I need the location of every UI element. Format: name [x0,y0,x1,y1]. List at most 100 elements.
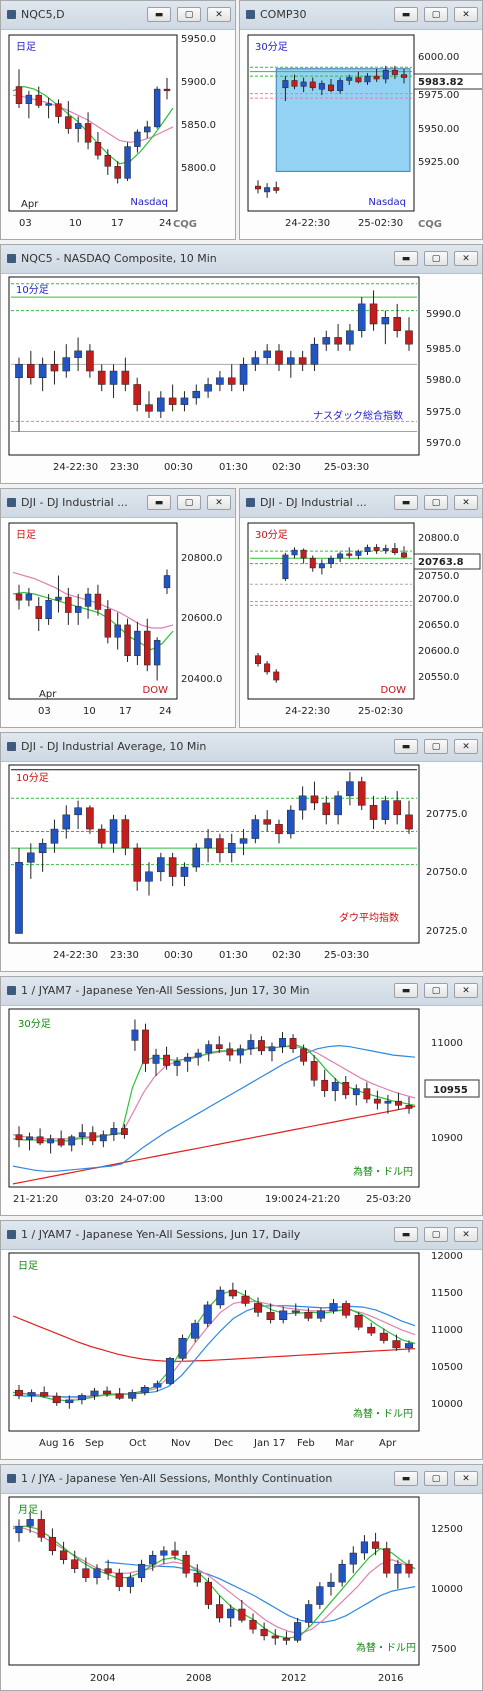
candle-body [300,81,307,87]
close-button[interactable]: ✕ [454,1471,478,1486]
maximize-button[interactable]: ▢ [177,495,201,510]
maximize-button[interactable]: ▢ [424,7,448,22]
maximize-button[interactable]: ▢ [424,495,448,510]
chart-comp-30[interactable]: 30分足 Nasdaq 5983.82 6000.00 5975.00 5950… [240,29,483,239]
chart-jy-monthly[interactable]: 月足 為替・ドル円 12500 10000 7500 2004 2008 201… [1,1493,483,1691]
x-tick-label: 19:00 [265,1194,294,1205]
candle-body [38,364,47,379]
y-tick-label: 5980.0 [426,375,461,386]
candle-body [74,807,82,816]
candle-body [15,1525,23,1534]
candle-body [391,548,398,554]
last-price: 10955 [433,1085,468,1096]
minimize-button[interactable]: ▬ [394,1227,418,1242]
window-titlebar[interactable]: DJI - DJ Industrial Average, 10 Min ▬ ▢ … [1,733,482,762]
chart-window-icon [7,742,16,751]
candle-body [228,1289,237,1297]
chart-nq-daily[interactable]: 日足 Nasdaq Apr 5950.0 5900.0 5850.0 5800.… [1,29,236,239]
window-titlebar[interactable]: 1 / JYAM7 - Japanese Yen-All Sessions, J… [1,1221,482,1250]
close-button[interactable]: ✕ [454,7,478,22]
close-button[interactable]: ✕ [454,739,478,754]
candle-body [282,1637,291,1641]
y-tick-label: 20550.0 [418,672,459,683]
maximize-button[interactable]: ▢ [424,983,448,998]
close-button[interactable]: ✕ [207,495,231,510]
minimize-button[interactable]: ▬ [394,739,418,754]
chart-jy-30[interactable]: 30分足 為替・ドル円 10955 11000 10900 21-21:20 0… [1,1005,483,1215]
y-tick-label: 5970.0 [426,438,461,449]
maximize-button[interactable]: ▢ [424,251,448,266]
candle-body [216,838,224,854]
minimize-button[interactable]: ▬ [394,1471,418,1486]
x-tick-label: 2004 [90,1673,115,1684]
candle-body [255,185,261,190]
y-tick-label: 5800.0 [181,163,216,174]
window-titlebar[interactable]: NQC5 - NASDAQ Composite, 10 Min ▬ ▢ ✕ [1,245,482,274]
chart-nqc5-10[interactable]: 10分足 ナスダック総合指数 5990.0 5985.0 5980.0 5975… [1,273,483,483]
minimize-button[interactable]: ▬ [147,7,171,22]
close-button[interactable]: ✕ [454,983,478,998]
candle-body [124,624,131,657]
chart-dji-30[interactable]: 30分足 DOW 20763.8 20800.0 20750.0 20700.0… [240,517,483,727]
candle-body [104,609,112,638]
plot-area [8,1252,420,1432]
candle-body [293,1622,302,1641]
close-button[interactable]: ✕ [207,7,231,22]
maximize-button[interactable]: ▢ [424,1471,448,1486]
chart-window-icon [246,10,255,19]
maximize-button[interactable]: ▢ [424,1227,448,1242]
y-tick-label: 7500 [431,1644,456,1655]
chart-dji-daily[interactable]: 日足 DOW Apr 20800.0 20600.0 20400.0 03 10… [1,517,236,727]
maximize-button[interactable]: ▢ [424,739,448,754]
minimize-button[interactable]: ▬ [147,495,171,510]
y-tick-label: 20800.0 [181,553,222,564]
candle-body [121,370,130,385]
window-title: DJI - DJ Industrial ... [260,496,367,509]
candle-body [168,857,177,877]
moving-average-line [12,1525,416,1635]
y-tick-label: 10900 [431,1133,463,1144]
x-tick-label: Jan 17 [253,1438,285,1449]
plot-area [8,276,420,456]
candle-body [279,1310,288,1320]
minimize-button[interactable]: ▬ [394,983,418,998]
candle-body [227,1608,235,1619]
maximize-button[interactable]: ▢ [177,7,201,22]
plot-layer [12,1282,416,1409]
x-tick-label: 24-22:30 [285,218,330,229]
period-label: 30分足 [255,529,288,541]
chart-jy-daily[interactable]: 日足 為替・ドル円 12000 11500 11000 10500 10000 … [1,1249,483,1459]
window-titlebar[interactable]: 1 / JYA - Japanese Yen-All Sessions, Mon… [1,1465,482,1494]
candle-body [381,317,390,325]
x-tick-label: Sep [85,1438,104,1449]
candle-body [180,397,189,405]
minimize-button[interactable]: ▬ [394,7,418,22]
moving-average-line [12,1105,416,1185]
chart-window-icon [7,498,16,507]
period-label: 10分足 [16,284,49,296]
window-titlebar[interactable]: COMP30 ▬ ▢ ✕ [240,1,482,30]
candle-body [173,1061,181,1066]
close-button[interactable]: ✕ [454,495,478,510]
window-titlebar[interactable]: NQC5,D ▬ ▢ ✕ [1,1,235,30]
candle-body [94,142,102,156]
moving-average-line [12,1315,416,1362]
chart-window-icon [7,254,16,263]
candle-body [153,1383,162,1388]
minimize-button[interactable]: ▬ [394,251,418,266]
period-label: 30分足 [255,41,288,53]
minimize-button[interactable]: ▬ [394,495,418,510]
window-titlebar[interactable]: DJI - DJ Industrial ... ▬ ▢ ✕ [240,489,482,518]
x-tick-label: 01:30 [219,950,248,961]
candle-body [15,86,23,104]
window-titlebar[interactable]: DJI - DJ Industrial ... ▬ ▢ ✕ [1,489,235,518]
close-button[interactable]: ✕ [454,251,478,266]
close-button[interactable]: ✕ [454,1227,478,1242]
y-tick-label: 5975.0 [426,407,461,418]
candle-body [109,370,118,385]
chart-dji-10[interactable]: 10分足 ダウ平均指数 20775.0 20750.0 20725.0 24-2… [1,761,483,971]
candle-body [110,1128,118,1135]
candle-body [40,1392,49,1397]
candle-body [163,1054,170,1066]
window-titlebar[interactable]: 1 / JYAM7 - Japanese Yen-All Sessions, J… [1,977,482,1006]
